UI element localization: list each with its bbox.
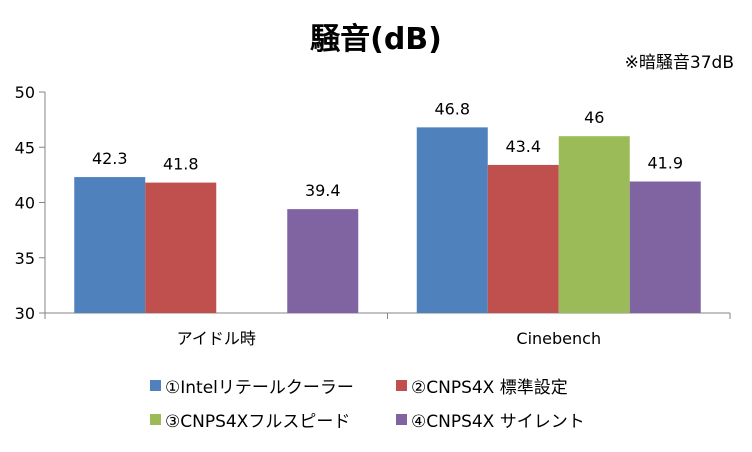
legend: ①Intelリテールクーラー ②CNPS4X 標準設定 ③CNPS4Xフルスピー… <box>150 368 610 436</box>
y-tick-label: 35 <box>15 249 35 268</box>
legend-item: ①Intelリテールクーラー <box>150 373 396 398</box>
chart-title: 騒音(dB) <box>310 22 442 57</box>
y-tick-label: 50 <box>15 83 35 102</box>
y-tick-label: 30 <box>15 304 35 323</box>
legend-item: ④CNPS4X サイレント <box>396 407 585 432</box>
data-label: 42.3 <box>92 149 128 168</box>
legend-label: ③CNPS4Xフルスピード <box>165 411 351 432</box>
y-tick-label: 45 <box>15 138 35 157</box>
legend-label: ①Intelリテールクーラー <box>165 377 354 398</box>
bar <box>145 182 217 313</box>
legend-label: ②CNPS4X 標準設定 <box>411 377 568 398</box>
legend-swatch <box>396 413 407 425</box>
data-label: 41.8 <box>163 155 199 174</box>
legend-swatch <box>150 413 161 425</box>
legend-item: ③CNPS4Xフルスピード <box>150 407 396 432</box>
chart-subtitle: ※暗騒音37dB <box>624 53 734 73</box>
data-label: 39.4 <box>305 181 341 200</box>
bar <box>487 164 559 313</box>
y-tick-label: 40 <box>15 194 35 213</box>
data-label: 46 <box>584 108 604 127</box>
legend-swatch <box>396 379 407 391</box>
bar <box>416 127 488 313</box>
x-category-label: Cinebench <box>516 329 601 348</box>
bar <box>74 177 146 313</box>
legend-swatch <box>150 379 161 391</box>
bar <box>629 181 701 313</box>
data-label: 41.9 <box>647 154 683 173</box>
data-label: 46.8 <box>434 99 470 118</box>
legend-item: ②CNPS4X 標準設定 <box>396 373 568 398</box>
data-label: 43.4 <box>505 137 541 156</box>
bar <box>558 136 630 313</box>
x-category-label: アイドル時 <box>177 329 256 348</box>
legend-label: ④CNPS4X サイレント <box>411 411 585 432</box>
bar <box>287 209 359 313</box>
